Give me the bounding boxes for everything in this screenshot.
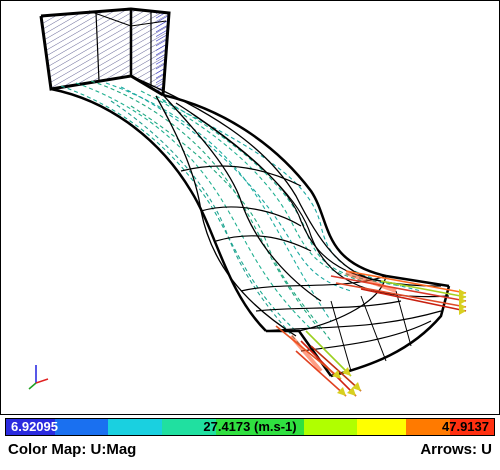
colorbar-mid-label: 27.4173 (m.s-1)	[203, 419, 297, 434]
colorbar-min-label: 6.92095	[11, 419, 58, 434]
3d-viewport[interactable]	[0, 0, 500, 415]
duct-flow-render	[28, 7, 467, 397]
colorbar-segment	[450, 419, 494, 435]
colorbar-segment	[108, 419, 163, 435]
colorbar-segment	[54, 419, 109, 435]
inlet-box	[39, 7, 171, 97]
colorbar-segment	[162, 419, 216, 435]
color-map-label: Color Map: U:Mag	[8, 441, 137, 458]
duct-wireframe	[50, 75, 451, 378]
colorbar-max-label: 47.9137	[442, 419, 489, 434]
colorbar-segment	[6, 419, 55, 435]
arrows-label: Arrows: U	[420, 441, 492, 458]
triad-axes-icon	[28, 365, 49, 390]
colorbar-segment	[303, 419, 358, 435]
colorbar-segment	[406, 419, 451, 435]
colorbar-segment	[357, 419, 407, 435]
color-legend-bar: 6.92095 27.4173 (m.s-1) 47.9137	[5, 418, 495, 436]
colorbar-segment	[215, 419, 304, 435]
velocity-arrows	[275, 270, 467, 397]
